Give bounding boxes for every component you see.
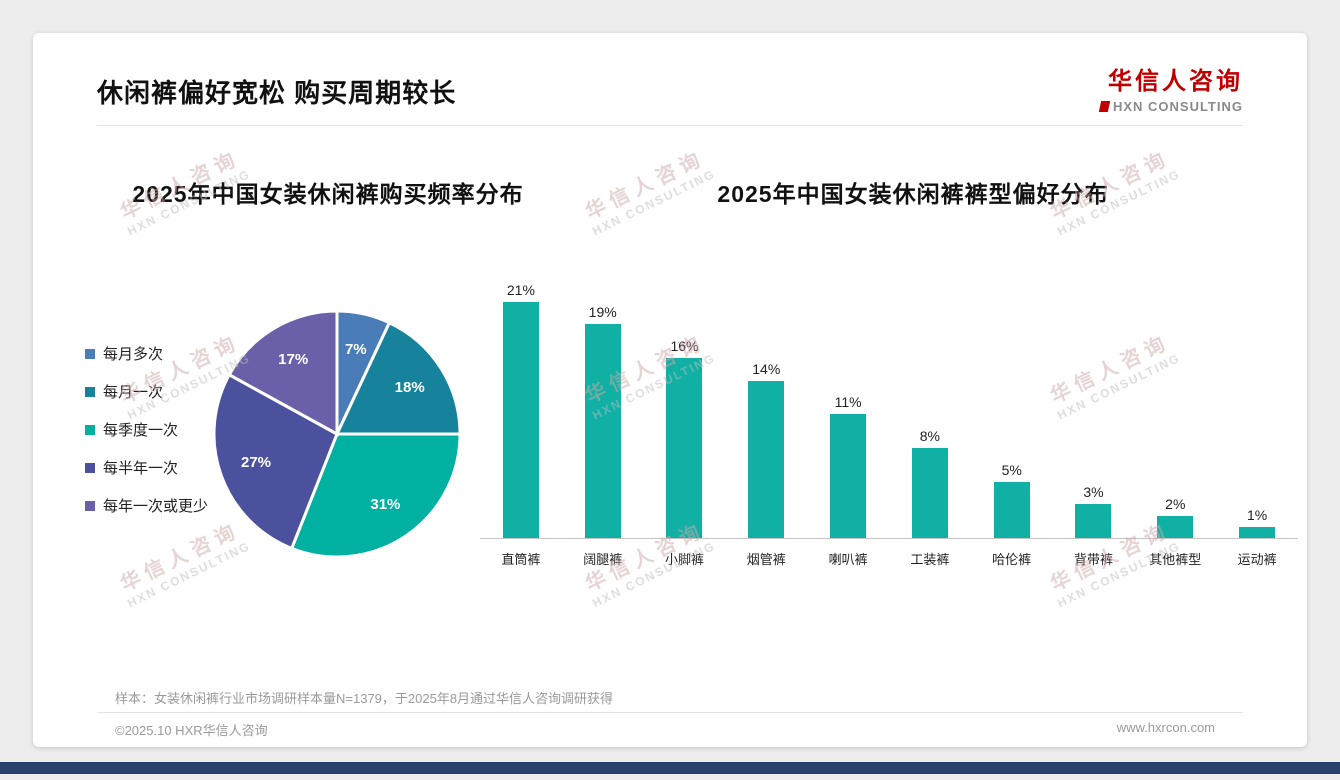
bar-value-label: 14% — [752, 361, 781, 377]
pie-chart-title: 2025年中国女装休闲裤购买频率分布 — [132, 181, 524, 207]
legend-item: 每月多次 — [85, 343, 208, 364]
bar-series: 21% 19% 16% 14% 11% 8% 5% 3% 2% 1% — [480, 276, 1298, 538]
brand-logo: 华信人咨询 HXN CONSULTING — [1098, 61, 1243, 114]
bar-category-label: 工装裤 — [910, 552, 950, 567]
bar-category-label: 阔腿裤 — [583, 552, 623, 567]
bar-value-label: 19% — [588, 304, 617, 320]
bar — [502, 302, 539, 538]
bar-value-label: 3% — [1083, 484, 1104, 500]
legend-label: 每年一次或更少 — [103, 498, 209, 515]
bar — [1157, 516, 1194, 538]
footer-copyright: ©2025.10 HXR华信人咨询 — [115, 723, 268, 738]
pie-data-label: 31% — [370, 496, 400, 513]
legend-item: 每季度一次 — [85, 419, 208, 440]
pie-slice — [227, 309, 339, 437]
bar-category-label: 喇叭裤 — [828, 552, 868, 567]
logo-subtitle: HXN CONSULTING — [1112, 99, 1243, 114]
bar-value-label: 11% — [834, 394, 862, 410]
pie-chart: 7% 18% 31% 27% 17% — [212, 309, 462, 559]
legend-swatch — [85, 348, 95, 359]
bar — [993, 482, 1030, 538]
bar-category-label: 小脚裤 — [664, 552, 704, 567]
bar-column: 5% — [971, 462, 1053, 538]
sample-footnote: 样本：女装休闲裤行业市场调研样本量N=1379，于2025年8月通过华信人咨询调… — [115, 691, 614, 706]
legend-label: 每半年一次 — [103, 460, 179, 477]
bar-value-label: 8% — [919, 428, 940, 444]
pie-slice — [289, 432, 462, 559]
bar-category-label: 背带裤 — [1073, 552, 1113, 567]
pie-data-label: 27% — [241, 454, 271, 471]
legend-item: 每月一次 — [85, 381, 208, 402]
pie-legend: 每月多次每月一次每季度一次每半年一次每年一次或更少 — [85, 343, 208, 516]
bar-value-label: 16% — [670, 338, 699, 354]
bar-chart: 21% 19% 16% 14% 11% 8% 5% 3% 2% 1% 直筒裤 阔腿裤 小脚裤 烟管裤 喇叭… — [480, 276, 1298, 568]
bar-value-label: 2% — [1165, 496, 1186, 512]
legend-label: 每季度一次 — [103, 422, 179, 439]
bar-column: 3% — [1053, 484, 1135, 538]
bar-category-labels: 直筒裤 阔腿裤 小脚裤 烟管裤 喇叭裤 工装裤 哈伦裤 背带裤 其他裤型 运动裤 — [480, 539, 1298, 568]
bar-column: 11% — [807, 394, 889, 538]
bar — [1239, 527, 1276, 538]
bar — [666, 358, 703, 538]
header-divider — [97, 125, 1243, 126]
pie-data-label: 17% — [278, 351, 308, 368]
bar-category-label: 运动裤 — [1237, 552, 1277, 567]
bar-column: 1% — [1216, 507, 1298, 538]
legend-label: 每月一次 — [103, 384, 164, 401]
bar-category-label: 直筒裤 — [501, 552, 541, 567]
bar — [584, 324, 621, 538]
bar-column: 19% — [562, 304, 644, 538]
footer-website: www.hxrcon.com — [1116, 720, 1215, 735]
bar-category-label: 烟管裤 — [746, 552, 786, 567]
pie-data-label: 7% — [345, 341, 367, 358]
x-axis-line — [480, 538, 1298, 539]
bar-column: 16% — [644, 338, 726, 538]
bar-value-label: 1% — [1246, 507, 1268, 523]
bar — [748, 381, 785, 538]
legend-label: 每月多次 — [103, 346, 164, 363]
legend-item: 每年一次或更少 — [85, 495, 208, 516]
logo-mark-icon — [1098, 101, 1111, 112]
logo-subtitle-row: HXN CONSULTING — [1098, 99, 1243, 114]
bar — [1075, 504, 1112, 538]
bar-column: 14% — [725, 361, 807, 538]
legend-swatch — [85, 500, 95, 511]
bar-category-label: 其他裤型 — [1149, 552, 1202, 567]
bar-value-label: 21% — [506, 282, 535, 298]
bar-column: 2% — [1134, 496, 1216, 538]
bar — [830, 414, 867, 538]
bottom-accent-bar — [0, 762, 1340, 774]
pie-slice — [334, 320, 462, 436]
legend-swatch — [85, 462, 95, 473]
bar-column: 21% — [480, 282, 562, 538]
pie-data-label: 18% — [395, 379, 425, 396]
bar-value-label: 5% — [1001, 462, 1022, 478]
logo-text: 华信人咨询 — [1108, 68, 1243, 95]
legend-swatch — [85, 386, 95, 397]
report-card: 休闲裤偏好宽松 购买周期较长 华信人咨询 HXN CONSULTING 2025… — [33, 33, 1307, 747]
page-title: 休闲裤偏好宽松 购买周期较长 — [97, 78, 457, 108]
bar-column: 8% — [889, 428, 971, 538]
footer-divider — [97, 712, 1243, 713]
legend-item: 每半年一次 — [85, 457, 208, 478]
bar — [911, 448, 948, 538]
bar-chart-title: 2025年中国女装休闲裤裤型偏好分布 — [717, 181, 1109, 207]
bar-category-label: 哈伦裤 — [992, 552, 1032, 567]
legend-swatch — [85, 424, 95, 435]
